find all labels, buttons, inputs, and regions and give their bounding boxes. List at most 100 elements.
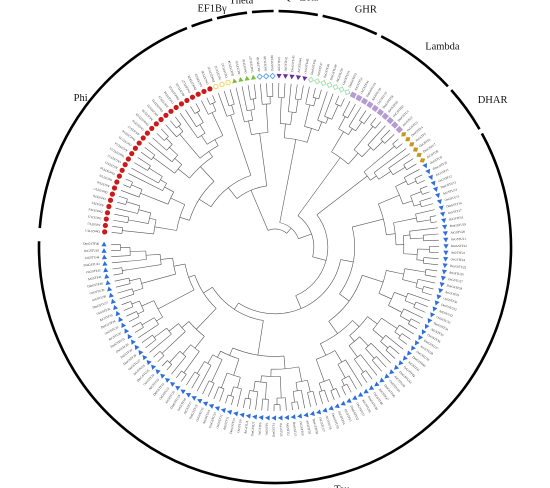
tree-branch bbox=[203, 287, 213, 294]
tree-branch-arc bbox=[209, 101, 216, 105]
leaf-marker bbox=[111, 298, 116, 305]
leaf-marker bbox=[142, 355, 148, 361]
tree-branch bbox=[138, 324, 159, 338]
leaf-label: DmGSTF10 bbox=[432, 160, 448, 171]
leaf-label: AtGSTU38 bbox=[91, 294, 107, 302]
tree-branch-arc bbox=[249, 390, 258, 392]
tree-branch bbox=[207, 354, 214, 364]
clade-label: Zeta bbox=[300, 0, 319, 4]
leaf-label: AtGSTU44 bbox=[84, 255, 99, 260]
tree-branch-arc bbox=[125, 198, 128, 205]
tree-branch-arc bbox=[178, 323, 186, 332]
tree-branch bbox=[199, 198, 212, 207]
leaf-marker bbox=[127, 333, 133, 340]
tree-branch bbox=[164, 186, 174, 193]
leaf-label: DmGSTF34 bbox=[100, 319, 116, 329]
leaf-label: DmGSTF28 bbox=[187, 75, 198, 91]
tree-branch bbox=[352, 320, 360, 327]
tree-branch bbox=[194, 336, 205, 349]
clade-label: Lambda bbox=[425, 42, 460, 53]
tree-branch bbox=[370, 175, 377, 181]
tree-branch bbox=[166, 364, 172, 371]
leaf-marker bbox=[442, 263, 448, 269]
leaf-marker bbox=[125, 156, 131, 162]
tree-branch bbox=[153, 351, 161, 358]
tree-branch bbox=[301, 390, 306, 409]
leaf-marker bbox=[442, 231, 448, 237]
tree-branch bbox=[131, 167, 159, 184]
tree-branch bbox=[112, 226, 123, 228]
leaf-marker bbox=[251, 74, 257, 80]
leaf-marker bbox=[326, 81, 333, 88]
tree-branch bbox=[410, 318, 421, 324]
tree-branch-arc bbox=[172, 258, 176, 275]
leaf-marker bbox=[332, 84, 339, 91]
leaf-marker bbox=[440, 275, 447, 281]
tree-branch bbox=[191, 374, 200, 389]
leaf-marker bbox=[352, 395, 358, 400]
tree-branch bbox=[119, 293, 135, 300]
tree-branch bbox=[417, 219, 431, 223]
clade-arc bbox=[191, 18, 213, 28]
leaf-label: AtGSTF29 bbox=[445, 290, 460, 298]
leaf-label: DmGSTU7 bbox=[422, 142, 437, 154]
tree-branch bbox=[259, 133, 268, 187]
leaf-marker bbox=[244, 75, 250, 81]
tree-branch bbox=[148, 142, 173, 163]
leaf-label: OsGSTF30 bbox=[115, 342, 130, 354]
tree-branch bbox=[200, 166, 215, 182]
tree-branch bbox=[126, 201, 140, 207]
leaf-label: DmGSTF40 bbox=[270, 55, 274, 71]
tree-branch bbox=[306, 128, 312, 143]
leaf-label: AtGSTF41 bbox=[277, 56, 281, 71]
tree-branch bbox=[196, 308, 217, 330]
leaf-marker bbox=[360, 97, 369, 105]
leaf-marker bbox=[169, 381, 176, 387]
tree-branch bbox=[341, 379, 345, 386]
leaf-marker bbox=[132, 145, 138, 151]
tree-branch-arc bbox=[421, 286, 424, 293]
tree-branch bbox=[372, 329, 384, 339]
clade-arc bbox=[278, 9, 319, 17]
tree-branch bbox=[331, 104, 339, 120]
tree-branch bbox=[201, 135, 208, 145]
leaf-marker bbox=[434, 192, 440, 199]
tree-branch bbox=[125, 178, 133, 183]
tree-branch bbox=[152, 137, 167, 151]
leaf-marker bbox=[264, 415, 270, 421]
tree-branch bbox=[183, 351, 200, 373]
tree-branch bbox=[407, 292, 430, 302]
tree-branch bbox=[260, 375, 262, 383]
tree-branch bbox=[415, 209, 435, 215]
leaf-marker bbox=[232, 78, 238, 84]
tree-branch bbox=[385, 335, 404, 350]
tree-branch bbox=[380, 341, 389, 349]
leaf-label: AtGSTU50 bbox=[335, 67, 344, 83]
tree-branch bbox=[288, 83, 292, 112]
tree-branch bbox=[313, 98, 317, 107]
tree-branch bbox=[131, 322, 141, 328]
tree-branch bbox=[134, 162, 148, 171]
leaf-marker bbox=[284, 414, 290, 421]
tree-branch bbox=[283, 83, 286, 98]
tree-branch bbox=[415, 301, 428, 307]
leaf-label: AtGSTU8 bbox=[426, 149, 440, 159]
leaf-marker bbox=[357, 392, 364, 397]
tree-branch bbox=[211, 359, 223, 383]
tree-branch bbox=[212, 103, 217, 111]
leaf-marker bbox=[225, 79, 231, 86]
tree-branch-arc bbox=[291, 401, 298, 403]
tree-branch bbox=[141, 317, 155, 326]
clade-label: Phi bbox=[74, 93, 88, 104]
tree-branch-arc bbox=[394, 324, 400, 333]
leaf-label: AtGSTF47 bbox=[378, 387, 390, 401]
tree-branch-arc bbox=[158, 176, 163, 184]
leaf-label: OsGSTU9 bbox=[429, 155, 443, 165]
leaf-label: AtGSTF5 bbox=[91, 201, 105, 208]
tree-branch bbox=[250, 109, 253, 121]
tree-branch bbox=[402, 279, 418, 284]
tree-branch-arc bbox=[385, 345, 390, 351]
leaf-label: OsGSTU9 bbox=[99, 173, 113, 182]
tree-branch bbox=[398, 337, 408, 345]
leaf-marker bbox=[144, 130, 151, 136]
